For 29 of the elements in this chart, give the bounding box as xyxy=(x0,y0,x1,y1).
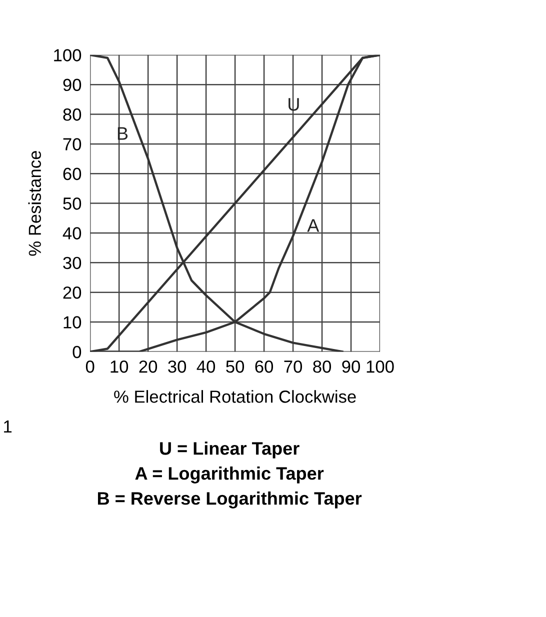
y-tick-label: 60 xyxy=(63,168,82,180)
x-tick-label: 0 xyxy=(86,360,94,373)
y-axis-title: % Resistance xyxy=(28,151,42,256)
y-tick-label: 30 xyxy=(63,256,82,270)
x-tick-label: 100 xyxy=(366,360,394,373)
y-tick-label: 20 xyxy=(63,286,82,299)
x-tick-label: 50 xyxy=(226,360,244,373)
text: A = Logarithmic Taper xyxy=(135,466,324,484)
x-tick-label: 80 xyxy=(313,360,332,373)
x-tick-label: 10 xyxy=(110,360,128,373)
text: 1 xyxy=(4,420,12,432)
text: U = Linear Taper xyxy=(160,442,300,458)
text: B = Reverse Logarithmic Taper xyxy=(98,492,362,508)
x-tick-label: 70 xyxy=(284,360,302,373)
y-tick-label: 10 xyxy=(64,316,82,328)
y-tick-label: 0 xyxy=(72,346,82,358)
series-label: A xyxy=(307,219,320,232)
y-tick-label: 80 xyxy=(63,108,82,121)
x-tick-label: 30 xyxy=(168,360,186,373)
x-tick-label: 90 xyxy=(342,360,360,373)
x-tick-label: 60 xyxy=(255,360,274,373)
y-tick-label: 90 xyxy=(63,78,82,92)
y-tick-label: 50 xyxy=(63,197,82,210)
y-tick-label: 100 xyxy=(54,49,82,62)
x-tick-label: 40 xyxy=(196,360,216,373)
x-tick-label: 20 xyxy=(139,360,158,373)
y-tick-label: 70 xyxy=(63,138,82,150)
y-tick-label: 40 xyxy=(62,227,82,240)
x-axis-title: % Electrical Rotation Clockwise xyxy=(114,390,356,403)
